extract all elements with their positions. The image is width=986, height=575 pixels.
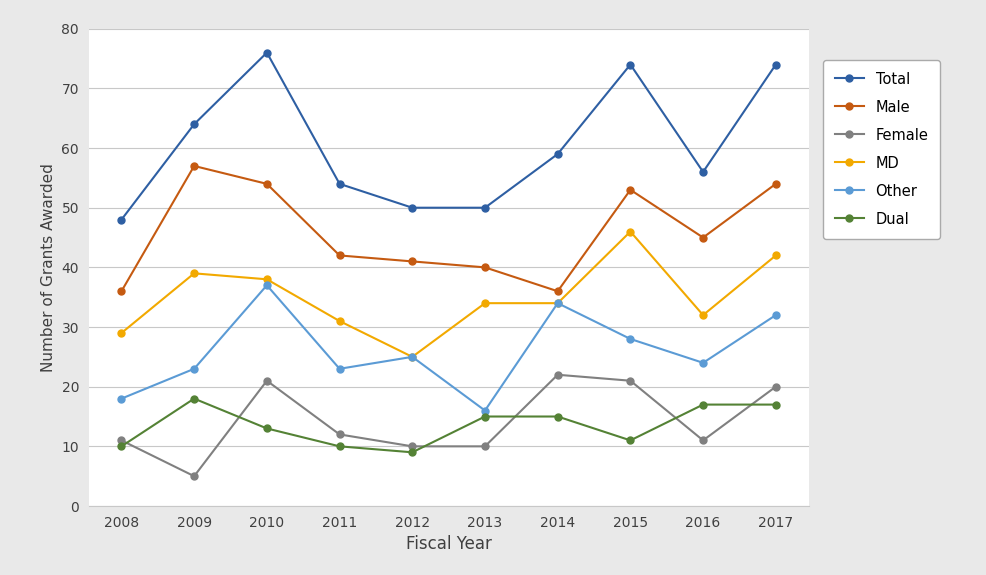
Dual [261,425,273,432]
Other [115,395,127,402]
Female [188,473,200,480]
Line: Total: Total [118,49,779,223]
Total [333,181,345,187]
Male [261,181,273,187]
Male [188,163,200,170]
Other [624,335,636,342]
Y-axis label: Number of Grants Awarded: Number of Grants Awarded [40,163,56,372]
Female [770,383,782,390]
Male [552,288,564,294]
Other [770,312,782,319]
Male [479,264,491,271]
Line: Male: Male [118,163,779,295]
Male [697,234,709,241]
Total [115,216,127,223]
Total [552,151,564,158]
Female [115,437,127,444]
Female [552,371,564,378]
Other [552,300,564,306]
Other [479,407,491,414]
Female [697,437,709,444]
Legend: Total, Male, Female, MD, Other, Dual: Total, Male, Female, MD, Other, Dual [823,60,940,239]
Total [406,204,418,211]
Line: Female: Female [118,371,779,480]
Male [115,288,127,294]
Female [479,443,491,450]
Male [333,252,345,259]
Dual [115,443,127,450]
Other [697,359,709,366]
Other [261,282,273,289]
Total [770,61,782,68]
Female [624,377,636,384]
Dual [406,449,418,456]
Other [406,354,418,361]
Female [261,377,273,384]
Total [624,61,636,68]
MD [406,354,418,361]
MD [188,270,200,277]
Other [188,365,200,372]
Dual [479,413,491,420]
Female [406,443,418,450]
Female [333,431,345,438]
MD [333,317,345,324]
Line: Other: Other [118,282,779,414]
Dual [333,443,345,450]
Other [333,365,345,372]
Male [406,258,418,265]
Total [261,49,273,56]
Total [188,121,200,128]
MD [552,300,564,306]
Total [697,168,709,175]
Dual [188,395,200,402]
X-axis label: Fiscal Year: Fiscal Year [405,535,492,553]
MD [624,228,636,235]
Total [479,204,491,211]
Male [624,186,636,193]
Dual [697,401,709,408]
MD [115,329,127,336]
Dual [770,401,782,408]
Line: MD: MD [118,228,779,361]
MD [261,276,273,283]
MD [770,252,782,259]
Dual [624,437,636,444]
MD [697,312,709,319]
Line: Dual: Dual [118,395,779,456]
MD [479,300,491,306]
Male [770,181,782,187]
Dual [552,413,564,420]
